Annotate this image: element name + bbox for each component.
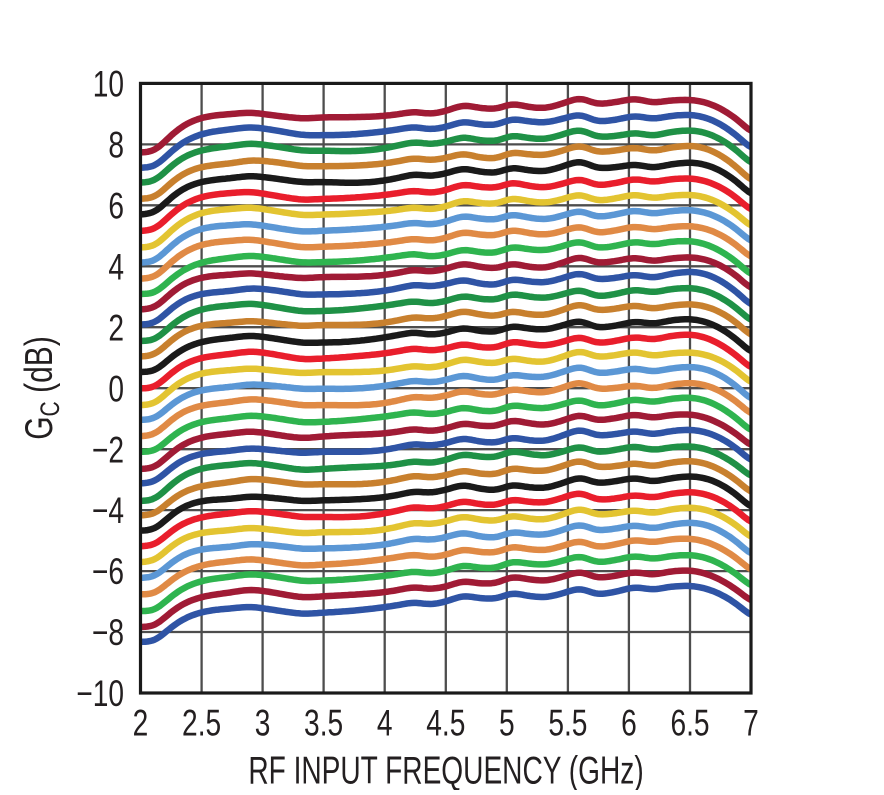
svg-text:7: 7 [743,702,759,744]
svg-text:5.5: 5.5 [548,702,587,744]
svg-text:−8: −8 [92,611,124,653]
svg-text:2: 2 [108,307,124,349]
svg-text:RF INPUT FREQUENCY (GHz): RF INPUT FREQUENCY (GHz) [248,749,643,790]
svg-text:−4: −4 [92,489,124,531]
svg-text:6.5: 6.5 [670,702,709,744]
svg-text:5: 5 [499,702,515,744]
svg-text:4.5: 4.5 [426,702,465,744]
svg-text:6: 6 [108,185,124,227]
svg-text:−2: −2 [92,429,124,471]
svg-text:10: 10 [93,63,124,105]
svg-text:6: 6 [621,702,637,744]
svg-text:8: 8 [108,124,124,166]
svg-text:−10: −10 [76,672,124,714]
svg-text:2: 2 [133,702,149,744]
svg-text:3.5: 3.5 [304,702,343,744]
svg-text:GC (dB): GC (dB) [19,336,66,440]
svg-text:0: 0 [108,368,124,410]
svg-text:3: 3 [255,702,271,744]
svg-text:4: 4 [377,702,393,744]
svg-text:2.5: 2.5 [182,702,221,744]
svg-text:4: 4 [108,246,124,288]
svg-text:−6: −6 [92,550,124,592]
